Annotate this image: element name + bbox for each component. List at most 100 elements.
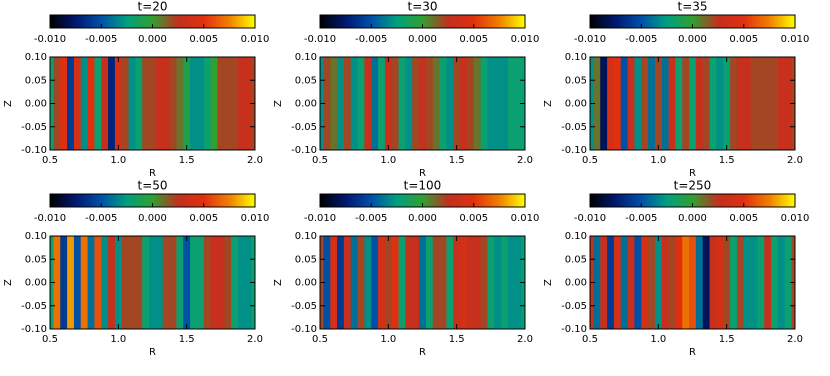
- field-cell: [323, 236, 331, 329]
- field-cell: [323, 57, 331, 150]
- field-cell: [432, 57, 441, 150]
- field-cell: [466, 57, 475, 150]
- field-cell: [709, 236, 717, 329]
- field-cell: [114, 236, 123, 329]
- y-tick-label: -0.10: [561, 324, 587, 335]
- x-tick-label: 1.5: [719, 155, 735, 166]
- x-axis-label: R: [419, 168, 426, 179]
- y-tick-label: 0.00: [295, 99, 317, 110]
- y-axis-label: Z: [543, 100, 554, 107]
- field-cell: [101, 57, 109, 150]
- y-tick-label: -0.10: [21, 145, 47, 156]
- field-cell: [446, 57, 454, 150]
- field-cell: [777, 236, 786, 329]
- field-cell: [425, 57, 434, 150]
- field-cell: [661, 236, 670, 329]
- y-tick-label: 0.05: [25, 75, 47, 86]
- field-cell: [237, 236, 246, 329]
- y-tick-label: 0.05: [295, 254, 317, 265]
- x-tick-label: 2.0: [517, 155, 533, 166]
- field-cell: [432, 236, 441, 329]
- field-cell: [108, 57, 116, 150]
- field-cell: [176, 236, 184, 329]
- field-cell: [695, 57, 704, 150]
- field-cell: [67, 57, 75, 150]
- y-tick-label: -0.10: [291, 324, 317, 335]
- field-cell: [337, 57, 345, 150]
- field-cell: [709, 57, 717, 150]
- field-cell: [494, 57, 502, 150]
- field-cell: [80, 57, 89, 150]
- field-cell: [419, 57, 427, 150]
- field-cell: [371, 236, 379, 329]
- field-cell: [446, 236, 454, 329]
- field-cell: [716, 236, 724, 329]
- field-cell: [654, 57, 663, 150]
- field-cell: [682, 236, 690, 329]
- field-cell: [364, 236, 372, 329]
- field-cell: [607, 236, 615, 329]
- field-cell: [419, 236, 427, 329]
- field-cell: [641, 236, 649, 329]
- field-cell: [641, 57, 649, 150]
- field-cell: [750, 57, 758, 150]
- x-tick-label: 0.5: [42, 155, 58, 166]
- y-axis-label: Z: [273, 100, 284, 107]
- field-cell: [607, 57, 615, 150]
- field-cell: [514, 236, 523, 329]
- field-cell: [453, 57, 461, 150]
- x-tick-label: 0.5: [312, 155, 328, 166]
- colorbar-tick-label: 0.010: [511, 34, 540, 45]
- field-cell: [87, 57, 95, 150]
- x-tick-label: 1.5: [719, 334, 735, 345]
- field-cell: [210, 57, 218, 150]
- x-tick-label: 1.5: [179, 155, 195, 166]
- field-cell: [169, 236, 177, 329]
- field-cell: [398, 236, 406, 329]
- field-cell: [398, 57, 406, 150]
- panel-title: t=20: [137, 0, 167, 14]
- field-cell: [231, 57, 239, 150]
- field-cell: [343, 57, 352, 150]
- y-tick-label: 0.05: [565, 75, 587, 86]
- field-cell: [405, 236, 413, 329]
- y-tick-label: 0.10: [565, 52, 587, 63]
- field-cell: [661, 57, 670, 150]
- field-cell: [80, 236, 89, 329]
- field-cell: [648, 236, 656, 329]
- field-cell: [593, 57, 601, 150]
- y-tick-label: -0.05: [21, 122, 47, 133]
- colorbar-tick-label: -0.010: [574, 34, 606, 45]
- field-cell: [716, 57, 724, 150]
- field-cell: [613, 236, 622, 329]
- field-cell: [378, 57, 386, 150]
- field-cell: [514, 57, 523, 150]
- colorbar-tick-label: 0.000: [138, 34, 167, 45]
- field-cell: [155, 236, 164, 329]
- field-cell: [231, 236, 239, 329]
- x-tick-label: 2.0: [247, 334, 263, 345]
- field-cell: [487, 236, 495, 329]
- field-cell: [675, 236, 683, 329]
- field-cell: [757, 57, 765, 150]
- field-cell: [771, 236, 779, 329]
- field-cell: [149, 236, 157, 329]
- field-cell: [101, 236, 109, 329]
- field-cell: [777, 57, 786, 150]
- colorbar-tick-label: 0.005: [459, 213, 488, 224]
- y-tick-label: 0.10: [565, 231, 587, 242]
- field-cell: [501, 57, 509, 150]
- x-axis-label: R: [419, 347, 426, 358]
- y-axis-label: Z: [543, 279, 554, 286]
- colorbar-tick-label: -0.005: [355, 34, 387, 45]
- field-cell: [87, 236, 95, 329]
- y-tick-label: 0.00: [25, 99, 47, 110]
- field-cell: [771, 57, 779, 150]
- colorbar-tick-label: 0.005: [459, 34, 488, 45]
- field-cell: [357, 236, 365, 329]
- field-cell: [702, 57, 711, 150]
- field-cell: [237, 57, 246, 150]
- field-cell: [743, 236, 752, 329]
- y-tick-label: 0.00: [25, 278, 47, 289]
- x-tick-label: 1.0: [380, 155, 396, 166]
